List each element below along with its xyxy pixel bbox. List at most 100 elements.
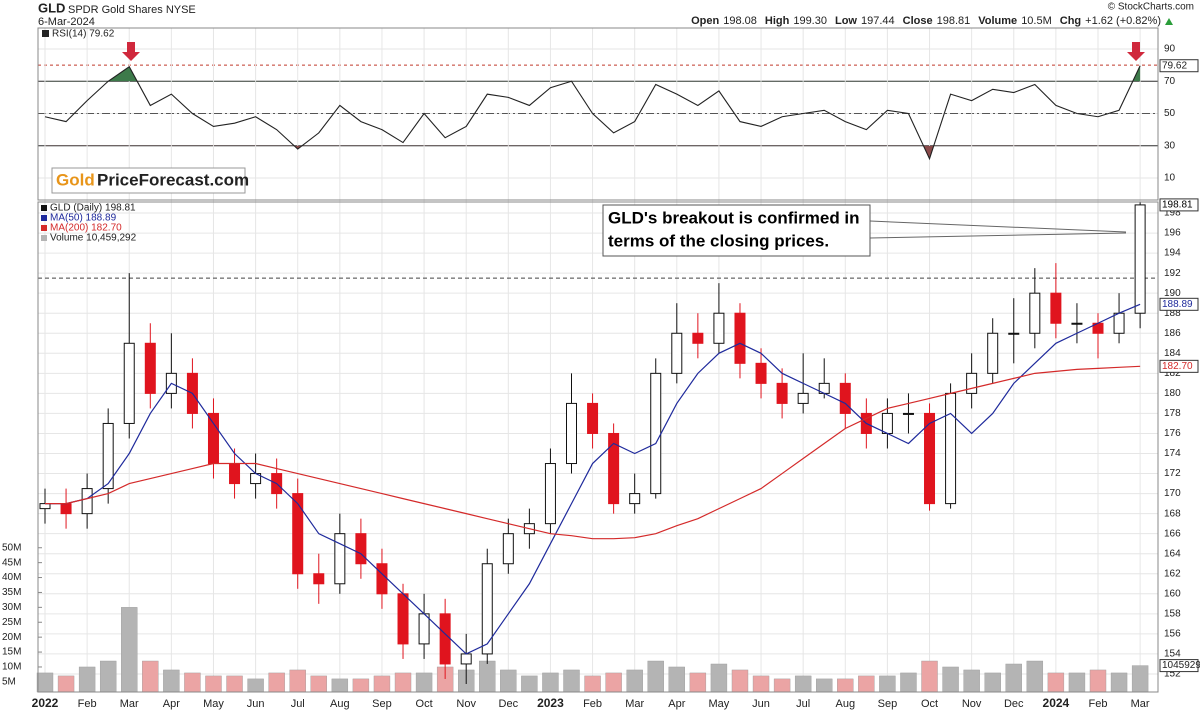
volume-bar bbox=[563, 669, 580, 693]
x-tick-label: Aug bbox=[835, 698, 855, 710]
legend-swatch bbox=[41, 205, 47, 211]
x-tick-label: Dec bbox=[1004, 698, 1024, 710]
y2-tick-label: 15M bbox=[2, 647, 21, 658]
volume-bar bbox=[310, 675, 327, 693]
x-tick-label: 2023 bbox=[537, 696, 564, 710]
volume-bar bbox=[752, 675, 770, 693]
candle-body bbox=[123, 342, 135, 424]
volume-bar bbox=[1089, 669, 1107, 693]
volume-bar bbox=[668, 666, 685, 693]
security-name: SPDR Gold Shares NYSE bbox=[68, 4, 196, 16]
y-tick-label: 158 bbox=[1164, 608, 1181, 619]
legend-entry: MA(50) 188.89 bbox=[50, 213, 117, 224]
y2-tick-label: 50M bbox=[2, 542, 21, 553]
candle-body bbox=[1029, 292, 1041, 334]
volume-bar bbox=[36, 672, 54, 693]
y-tick-label: 194 bbox=[1164, 248, 1181, 259]
candle-body bbox=[924, 412, 936, 505]
legend-entry: MA(200) 182.70 bbox=[50, 223, 122, 234]
y-tick-label: 196 bbox=[1164, 228, 1181, 239]
moving-average-line bbox=[45, 365, 1141, 540]
x-tick-label: Nov bbox=[456, 698, 476, 710]
quote-value: +1.62 (+0.82%) bbox=[1085, 15, 1161, 27]
candle-body bbox=[902, 412, 914, 415]
volume-bar bbox=[605, 672, 622, 693]
y-tick-label: 172 bbox=[1164, 468, 1181, 479]
quote-value: 10.5M bbox=[1021, 15, 1052, 27]
chart-date: 6-Mar-2024 bbox=[38, 16, 95, 28]
x-tick-label: Jun bbox=[752, 698, 770, 710]
candle-body bbox=[987, 332, 999, 374]
candle-body bbox=[292, 493, 304, 575]
volume-bar bbox=[837, 678, 854, 693]
legend-swatch bbox=[41, 225, 47, 231]
y-tick-label: 166 bbox=[1164, 528, 1181, 539]
volume-bar bbox=[1047, 672, 1065, 693]
volume-bar bbox=[942, 666, 959, 693]
signal-arrow bbox=[122, 42, 140, 61]
y2-tick-label: 25M bbox=[2, 617, 21, 628]
y-tick-label: 30 bbox=[1164, 140, 1176, 151]
candle-body bbox=[734, 312, 746, 364]
volume-bar bbox=[226, 675, 243, 693]
y-tick-label: 178 bbox=[1164, 408, 1181, 419]
x-tick-label: Feb bbox=[583, 698, 602, 710]
candle-body bbox=[1113, 312, 1125, 334]
grid-layer bbox=[38, 28, 1158, 692]
legend-entry: RSI(14) 79.62 bbox=[52, 29, 115, 40]
y-tick-label: 182 bbox=[1164, 368, 1181, 379]
change-arrow bbox=[1165, 18, 1173, 25]
watermark-box bbox=[51, 167, 246, 194]
quote-label: Volume bbox=[978, 15, 1017, 27]
volume-bar bbox=[689, 672, 707, 693]
x-tick-label: Mar bbox=[120, 698, 139, 710]
y-tick-label: 174 bbox=[1164, 448, 1181, 459]
volume-bar bbox=[710, 663, 728, 693]
volume-bar bbox=[99, 660, 117, 693]
volume-bar bbox=[794, 675, 812, 693]
y-tick-label: 184 bbox=[1164, 348, 1181, 359]
volume-bar bbox=[1026, 660, 1044, 693]
annotation-pointer bbox=[869, 220, 1127, 233]
x-tick-label: Oct bbox=[416, 698, 433, 710]
candle-body bbox=[966, 372, 978, 394]
candle-body bbox=[481, 563, 493, 655]
y-tick-label: 90 bbox=[1164, 44, 1176, 55]
candle-body bbox=[102, 422, 114, 490]
y-tick-label: 154 bbox=[1164, 649, 1181, 660]
candle-body bbox=[629, 493, 641, 505]
signal-arrow bbox=[1127, 42, 1145, 61]
x-tick-label: Sep bbox=[878, 698, 898, 710]
x-tick-label: Oct bbox=[921, 698, 938, 710]
volume-bar bbox=[900, 672, 917, 693]
legend-swatch bbox=[41, 215, 47, 221]
quote-value: 198.08 bbox=[723, 15, 757, 27]
y2-tick-label: 30M bbox=[2, 602, 21, 613]
volume-bar bbox=[142, 660, 159, 693]
y2-tick-label: 35M bbox=[2, 587, 21, 598]
quote-line: Open 198.08 High 199.30 Low 197.44 Close 198.81… bbox=[691, 15, 1161, 27]
quote-value: 199.30 bbox=[793, 15, 827, 27]
y2-tick-label: 45M bbox=[2, 557, 21, 568]
marks-layer bbox=[36, 65, 1149, 693]
y-tick-label: 180 bbox=[1164, 388, 1181, 399]
candle-body bbox=[355, 533, 367, 565]
candle-body bbox=[81, 488, 93, 515]
annotation-line: GLD's breakout is confirmed in bbox=[608, 208, 860, 227]
candle-body bbox=[439, 613, 451, 665]
y-tick-label: 70 bbox=[1164, 76, 1176, 87]
candle-body bbox=[39, 503, 51, 510]
candle-body bbox=[1050, 292, 1062, 324]
candle-body bbox=[713, 312, 725, 344]
candle-body bbox=[460, 653, 472, 665]
volume-bar bbox=[773, 678, 791, 693]
candle-body bbox=[418, 613, 430, 645]
value-tag-label: 182.70 bbox=[1162, 361, 1193, 372]
candle-body bbox=[650, 372, 662, 495]
x-tick-label: Apr bbox=[163, 698, 180, 710]
candle-body bbox=[776, 382, 788, 404]
candle-body bbox=[376, 563, 388, 595]
price-panel-frame bbox=[37, 201, 1159, 693]
candle-body bbox=[881, 412, 893, 434]
